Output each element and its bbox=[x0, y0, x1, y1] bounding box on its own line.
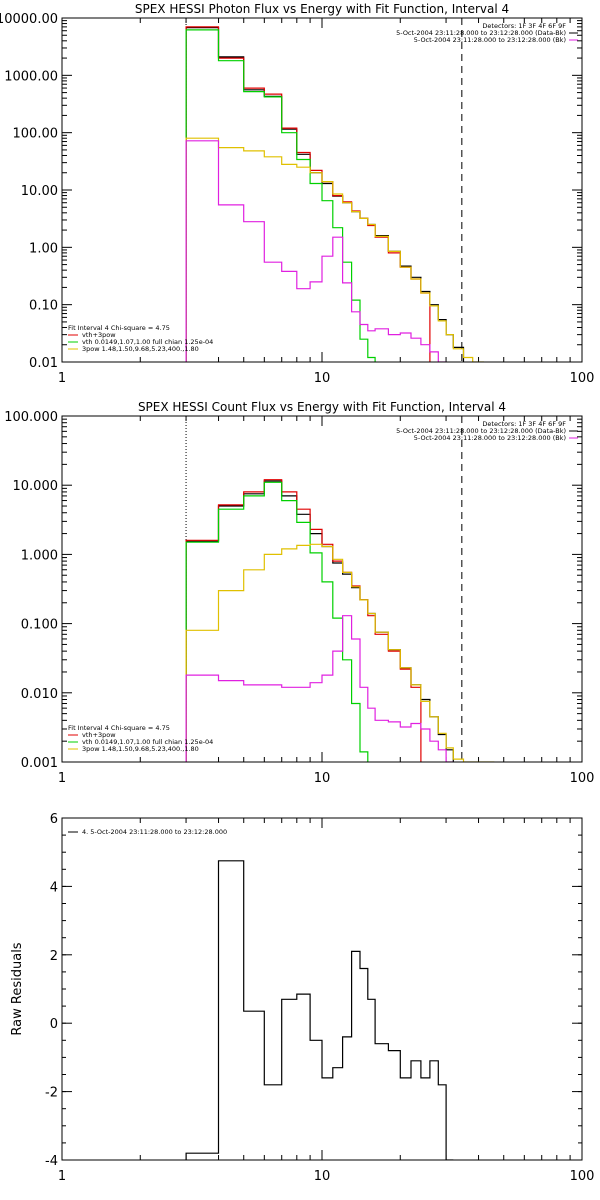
info-line: 5-Oct-2004 23:11:28.000 to 23:12:28.000 … bbox=[414, 36, 566, 44]
legend: 4. 5-Oct-2004 23:11:28.000 to 23:12:28.0… bbox=[68, 828, 227, 836]
x-tick-label: 10 bbox=[314, 771, 331, 786]
x-tick-label: 100 bbox=[570, 371, 595, 386]
x-minor-ticks bbox=[139, 416, 571, 762]
legend-entry: Fit Interval 4 Chi-square = 4.75 bbox=[68, 324, 170, 332]
chart-title: SPEX HESSI Photon Flux vs Energy with Fi… bbox=[135, 2, 509, 16]
y-tick-label: 100.000 bbox=[4, 410, 58, 425]
chart-panel-count: SPEX HESSI Count Flux vs Energy with Fit… bbox=[4, 400, 594, 786]
plot-frame bbox=[61, 17, 583, 363]
x-minor-ticks bbox=[139, 818, 571, 1160]
y-tick-label: 1.00 bbox=[29, 241, 58, 256]
y-tick-label: 6 bbox=[50, 812, 58, 827]
y-tick-label: 0.001 bbox=[21, 756, 58, 771]
legend-entry: vth+3pow bbox=[82, 731, 116, 739]
info-line: 5-Oct-2004 23:11:28.000 to 23:12:28.000 … bbox=[396, 427, 566, 435]
y-tick-label: 0.01 bbox=[29, 356, 58, 371]
legend-entry: vth 0.0149,1.07,1.00 full chian 1.25e-04 bbox=[82, 338, 213, 346]
series-0-step-line bbox=[185, 480, 454, 762]
series-3-step-line bbox=[185, 543, 495, 762]
legend-entry: vth 0.0149,1.07,1.00 full chian 1.25e-04 bbox=[82, 738, 213, 746]
y-tick-label: 4 bbox=[50, 880, 58, 895]
y-tick-label: 100.00 bbox=[13, 127, 59, 142]
y-tick-label: 10000.00 bbox=[0, 12, 58, 27]
info-line: 5-Oct-2004 23:11:28.000 to 23:12:28.000 … bbox=[396, 29, 566, 37]
series-4-step-line bbox=[185, 140, 447, 362]
series-4-step-line bbox=[185, 615, 454, 762]
y-tick-label: 1.000 bbox=[21, 548, 58, 563]
y-tick-label: 10.00 bbox=[21, 184, 58, 199]
legend-entry: vth+3pow bbox=[82, 331, 116, 339]
y-tick-label: 0 bbox=[50, 1017, 58, 1032]
x-tick-label: 1 bbox=[58, 371, 66, 386]
y-tick-label: -4 bbox=[45, 1154, 58, 1169]
series-0-step-line bbox=[185, 860, 454, 1160]
y-tick-label: 0.10 bbox=[29, 299, 58, 314]
series-1-step-line bbox=[185, 479, 422, 762]
x-tick-label: 1 bbox=[58, 771, 66, 786]
chart-panel-photon: SPEX HESSI Photon Flux vs Energy with Fi… bbox=[0, 2, 594, 386]
info-line: 5-Oct-2004 23:11:28.000 to 23:12:28.000 … bbox=[414, 434, 566, 442]
legend-entry: 3pow 1.48,1.50,9.68,5.23,400.,1.80 bbox=[82, 745, 199, 753]
legend: Fit Interval 4 Chi-square = 4.75vth+3pow… bbox=[68, 724, 213, 753]
x-tick-label: 100 bbox=[570, 1169, 595, 1184]
series-2-step-line bbox=[185, 481, 369, 762]
y-axis-label: Raw Residuals bbox=[10, 942, 25, 1035]
y-tick-label: -2 bbox=[45, 1086, 58, 1101]
x-tick-label: 100 bbox=[570, 771, 595, 786]
series-3-step-line bbox=[185, 137, 484, 362]
y-tick-label: 10.000 bbox=[13, 479, 59, 494]
plot-frame bbox=[61, 415, 583, 763]
y-minor-ticks bbox=[62, 20, 582, 346]
x-minor-ticks bbox=[139, 18, 571, 362]
chart-title: SPEX HESSI Count Flux vs Energy with Fit… bbox=[138, 400, 506, 414]
legend-entry: 3pow 1.48,1.50,9.68,5.23,400.,1.80 bbox=[82, 345, 199, 353]
x-tick-label: 1 bbox=[58, 1169, 66, 1184]
legend: Fit Interval 4 Chi-square = 4.75vth+3pow… bbox=[68, 324, 213, 353]
legend-entry: 4. 5-Oct-2004 23:11:28.000 to 23:12:28.0… bbox=[82, 828, 227, 836]
y-tick-label: 0.010 bbox=[21, 687, 58, 702]
y-tick-label: 1000.00 bbox=[4, 69, 58, 84]
legend-entry: Fit Interval 4 Chi-square = 4.75 bbox=[68, 724, 170, 732]
chart-panel-residuals: Raw Residuals 1 10 100 -4 -2 0 2 4 6 4. 5-Oct-2004… bbox=[10, 812, 594, 1184]
plot-frame bbox=[61, 817, 583, 1161]
y-tick-label: 0.100 bbox=[21, 618, 58, 633]
y-minor-ticks bbox=[62, 418, 582, 742]
info-line: Detectors: 1F 3F 4F 6F 9F bbox=[482, 22, 566, 30]
x-tick-label: 10 bbox=[314, 1169, 331, 1184]
info-line: Detectors: 1F 3F 4F 6F 9F bbox=[482, 420, 566, 428]
x-tick-label: 10 bbox=[314, 371, 331, 386]
y-tick-label: 2 bbox=[50, 949, 58, 964]
